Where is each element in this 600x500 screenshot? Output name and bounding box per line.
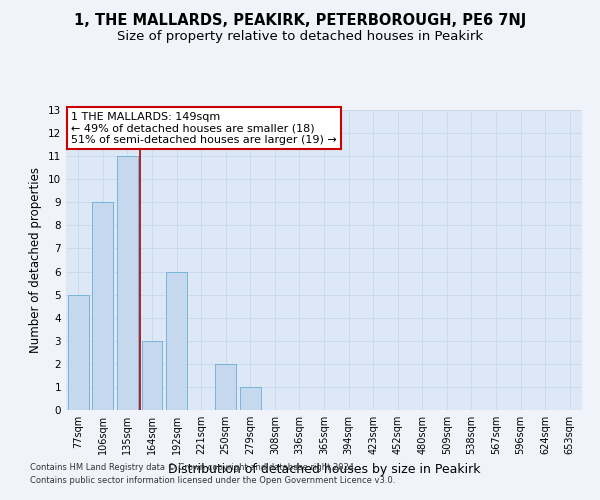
Bar [92, 202, 113, 410]
Bar [240, 387, 261, 410]
Bar [68, 294, 89, 410]
Bar [117, 156, 138, 410]
Text: Contains HM Land Registry data © Crown copyright and database right 2024.: Contains HM Land Registry data © Crown c… [30, 464, 356, 472]
Y-axis label: Number of detached properties: Number of detached properties [29, 167, 43, 353]
Text: Size of property relative to detached houses in Peakirk: Size of property relative to detached ho… [117, 30, 483, 43]
Text: Contains public sector information licensed under the Open Government Licence v3: Contains public sector information licen… [30, 476, 395, 485]
X-axis label: Distribution of detached houses by size in Peakirk: Distribution of detached houses by size … [168, 462, 480, 475]
Text: 1 THE MALLARDS: 149sqm
← 49% of detached houses are smaller (18)
51% of semi-det: 1 THE MALLARDS: 149sqm ← 49% of detached… [71, 112, 337, 144]
Bar [142, 341, 163, 410]
Text: 1, THE MALLARDS, PEAKIRK, PETERBOROUGH, PE6 7NJ: 1, THE MALLARDS, PEAKIRK, PETERBOROUGH, … [74, 12, 526, 28]
Bar [166, 272, 187, 410]
Bar [215, 364, 236, 410]
